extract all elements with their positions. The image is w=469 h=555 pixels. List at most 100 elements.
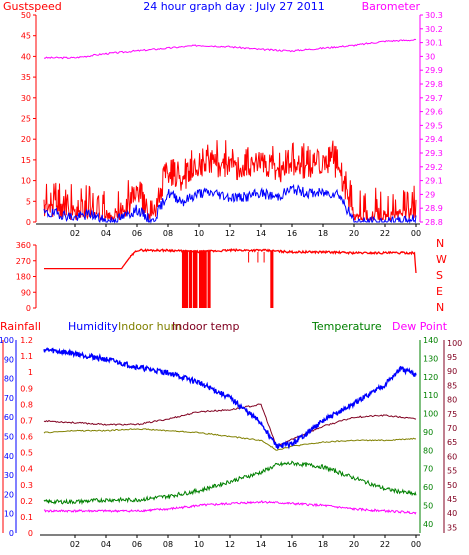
x-tick-label: 22 <box>380 229 390 238</box>
x-tick-label: 16 <box>287 229 297 238</box>
gust-tick-label: 50 <box>21 11 31 20</box>
legend-label: Rainfall <box>0 320 41 333</box>
humidity-line <box>43 347 417 450</box>
barometer-tick-label: 29.7 <box>425 94 443 103</box>
dewpoint-tick-label: 80 <box>447 396 457 405</box>
x-tick-label: 22 <box>380 540 390 549</box>
rain-tick-label: 0.9 <box>20 384 33 393</box>
gust-tick-label: 40 <box>21 52 31 61</box>
rain-tick-label: 0.2 <box>20 497 33 506</box>
temperature-tick-label: 80 <box>423 446 433 455</box>
barometer-tick-label: 30.3 <box>425 11 443 20</box>
x-tick-label: 02 <box>70 540 80 549</box>
direction-tick-label: 180 <box>16 273 31 282</box>
rain-tick-label: 0.8 <box>20 400 33 409</box>
x-tick-label: 14 <box>256 540 266 549</box>
barometer-axis-title: Barometer <box>362 0 421 13</box>
x-tick-label: 08 <box>163 229 173 238</box>
legend-label: Humidity <box>68 320 118 333</box>
compass-label: W <box>436 253 447 266</box>
x-tick-label: 06 <box>132 540 142 549</box>
x-tick-label: 12 <box>225 229 235 238</box>
compass-label: N <box>436 237 444 250</box>
barometer-line <box>43 38 417 60</box>
x-tick-label: 18 <box>318 229 328 238</box>
wind-direction-swing <box>207 250 211 308</box>
dewpoint-tick-label: 100 <box>447 339 462 348</box>
rain-tick-label: 0.7 <box>20 416 33 425</box>
dewpoint-tick-label: 35 <box>447 523 457 532</box>
rain-tick-label: 0.1 <box>20 513 33 522</box>
dewpoint-tick-label: 75 <box>447 410 457 419</box>
wind-direction-swing <box>181 250 189 308</box>
rain-tick-label: 0.4 <box>20 465 33 474</box>
barometer-tick-label: 29.4 <box>425 135 443 144</box>
compass-label: E <box>436 285 443 298</box>
dewpoint-tick-label: 85 <box>447 381 457 390</box>
x-tick-label: 02 <box>70 229 80 238</box>
direction-tick-label: 360 <box>16 241 31 250</box>
gustspeed-line <box>43 140 417 222</box>
barometer-tick-label: 29 <box>425 190 435 199</box>
gust-tick-label: 5 <box>26 197 31 206</box>
barometer-tick-label: 30 <box>425 52 435 61</box>
x-tick-label: 20 <box>349 229 359 238</box>
barometer-tick-label: 29.5 <box>425 121 443 130</box>
dewpoint-tick-label: 45 <box>447 495 457 504</box>
dewpoint-tick-label: 55 <box>447 467 457 476</box>
x-tick-label: 00 <box>411 540 421 549</box>
temperature-tick-label: 100 <box>423 410 438 419</box>
humidity-tick-label: 30 <box>4 471 14 480</box>
barometer-tick-label: 29.1 <box>425 177 443 186</box>
legend-label: Dew Point <box>392 320 448 333</box>
dewpoint-tick-label: 60 <box>447 452 457 461</box>
barometer-tick-label: 30.1 <box>425 39 443 48</box>
legend-label: Indoor temp <box>172 320 239 333</box>
wind-direction-swing <box>188 250 193 308</box>
rain-tick-label: 0.5 <box>20 449 33 458</box>
legend-label: Indoor hum <box>118 320 181 333</box>
x-tick-label: 16 <box>287 540 297 549</box>
dewpoint-tick-label: 65 <box>447 438 457 447</box>
dewpoint-tick-label: 90 <box>447 367 457 376</box>
gust-tick-label: 45 <box>21 32 31 41</box>
humidity-tick-label: 100 <box>0 336 14 345</box>
windspeed-line <box>43 183 417 224</box>
rain-tick-label: 1.1 <box>20 352 33 361</box>
barometer-tick-label: 29.2 <box>425 163 443 172</box>
dewpoint-tick-label: 70 <box>447 424 457 433</box>
temperature-tick-label: 110 <box>423 391 438 400</box>
direction-tick-label: 0 <box>26 304 31 313</box>
temperature-tick-label: 140 <box>423 336 438 345</box>
barometer-tick-label: 28.8 <box>425 218 443 227</box>
compass-label: N <box>436 301 444 314</box>
chart-title: 24 hour graph day : July 27 2011 <box>143 0 325 13</box>
gustspeed-axis-title: Gustspeed <box>3 0 62 13</box>
x-tick-label: 00 <box>411 229 421 238</box>
barometer-tick-label: 28.9 <box>425 204 443 213</box>
temperature-tick-label: 50 <box>423 501 433 510</box>
humidity-tick-label: 10 <box>4 510 14 519</box>
x-tick-label: 04 <box>101 229 111 238</box>
gust-tick-label: 35 <box>21 73 31 82</box>
wind-direction-swing <box>192 250 198 308</box>
gust-tick-label: 15 <box>21 156 31 165</box>
dew-point-line <box>43 500 417 515</box>
x-tick-label: 10 <box>194 229 204 238</box>
humidity-tick-label: 70 <box>4 394 14 403</box>
temperature-tick-label: 130 <box>423 354 438 363</box>
dewpoint-tick-label: 50 <box>447 481 457 490</box>
wind-direction-swing <box>270 250 274 308</box>
temperature-tick-label: 60 <box>423 483 433 492</box>
temperature-tick-label: 90 <box>423 428 433 437</box>
legend-label: Temperature <box>311 320 382 333</box>
direction-tick-label: 270 <box>16 257 31 266</box>
barometer-tick-label: 29.8 <box>425 80 443 89</box>
compass-label: S <box>436 269 443 282</box>
direction-tick-label: 90 <box>21 288 31 297</box>
gust-tick-label: 0 <box>26 218 31 227</box>
x-tick-label: 20 <box>349 540 359 549</box>
x-tick-label: 18 <box>318 540 328 549</box>
